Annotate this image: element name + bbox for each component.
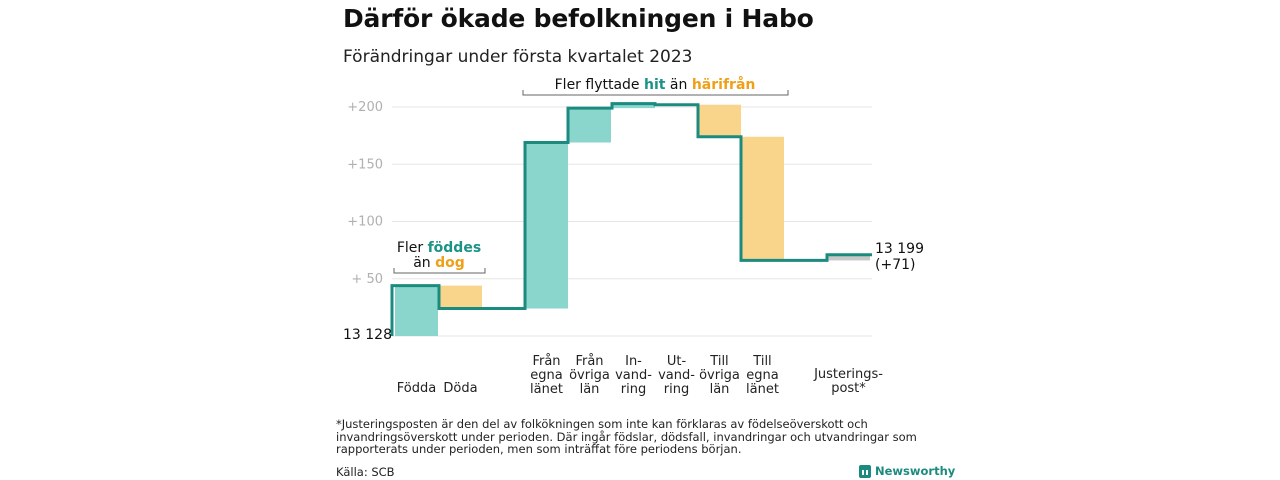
category-label: ring [664,382,689,397]
bar [568,108,611,143]
cumulative-step-line [390,102,872,336]
end-value-label: 13 199 (+71) [875,241,924,273]
category-label: Från [575,354,603,369]
category-label: länet [530,382,563,397]
births-bracket [393,268,486,274]
newsworthy-icon [859,464,871,478]
category-label: Till [709,354,728,369]
y-tick-label: +200 [347,100,383,115]
y-tick-labels: +200 +150 +100 + 50 [347,100,383,287]
y-tick-label: + 50 [351,272,383,287]
category-label: övriga [569,368,610,383]
brand-logo: Newsworthy [859,463,955,479]
category-label: vand- [615,368,652,383]
end-value-change: (+71) [875,257,915,273]
category-label: Ut- [667,354,687,369]
y-tick-label: +150 [347,157,383,172]
births-annotation-line2: än dog [413,255,465,271]
waterfall-chart: +200+150+100+ 50 Födda DödaFrånegnalänetF… [343,76,924,397]
end-value-total: 13 199 [875,241,924,257]
category-label: ring [621,382,646,397]
footnote: *Justeringsposten är den del av folkökni… [336,417,917,456]
category-label: In- [625,354,642,369]
migration-annotation: Fler flyttade hit än härifrån [522,76,789,96]
y-tick-label: +100 [347,215,383,230]
births-annotation: Fler föddes än dog [393,240,486,274]
category-label: Från [532,354,560,369]
category-labels: Födda DödaFrånegnalänetFrånövrigalänIn-va… [397,354,883,397]
bars [395,103,870,336]
bar [827,254,870,261]
category-label: vand- [658,368,695,383]
category-label: egna [746,368,778,383]
category-label: övriga [699,368,740,383]
bar [698,104,741,137]
chart-title: Därför ökade befolkningen i Habo [343,4,814,33]
bar [741,136,784,261]
start-value-label: 13 128 [343,327,392,343]
source-label: Källa: SCB [336,465,395,479]
bar [525,142,568,309]
bar [612,103,655,109]
migration-bracket [522,90,789,96]
category-label: post* [831,381,866,396]
category-label: län [580,382,600,397]
category-label: Döda [443,381,477,396]
migration-annotation-text: Fler flyttade hit än härifrån [555,76,756,93]
chart-subtitle: Förändringar under första kvartalet 2023 [343,47,693,67]
bar [395,285,438,336]
brand-name: Newsworthy [875,464,956,478]
category-label: Födda [397,381,436,396]
category-label: länet [746,382,779,397]
category-label: län [710,382,730,397]
category-label: egna [530,368,562,383]
category-label: Justerings- [813,367,883,382]
births-annotation-line1: Fler föddes [397,240,481,256]
category-label: Till [752,354,771,369]
bar [439,285,482,309]
